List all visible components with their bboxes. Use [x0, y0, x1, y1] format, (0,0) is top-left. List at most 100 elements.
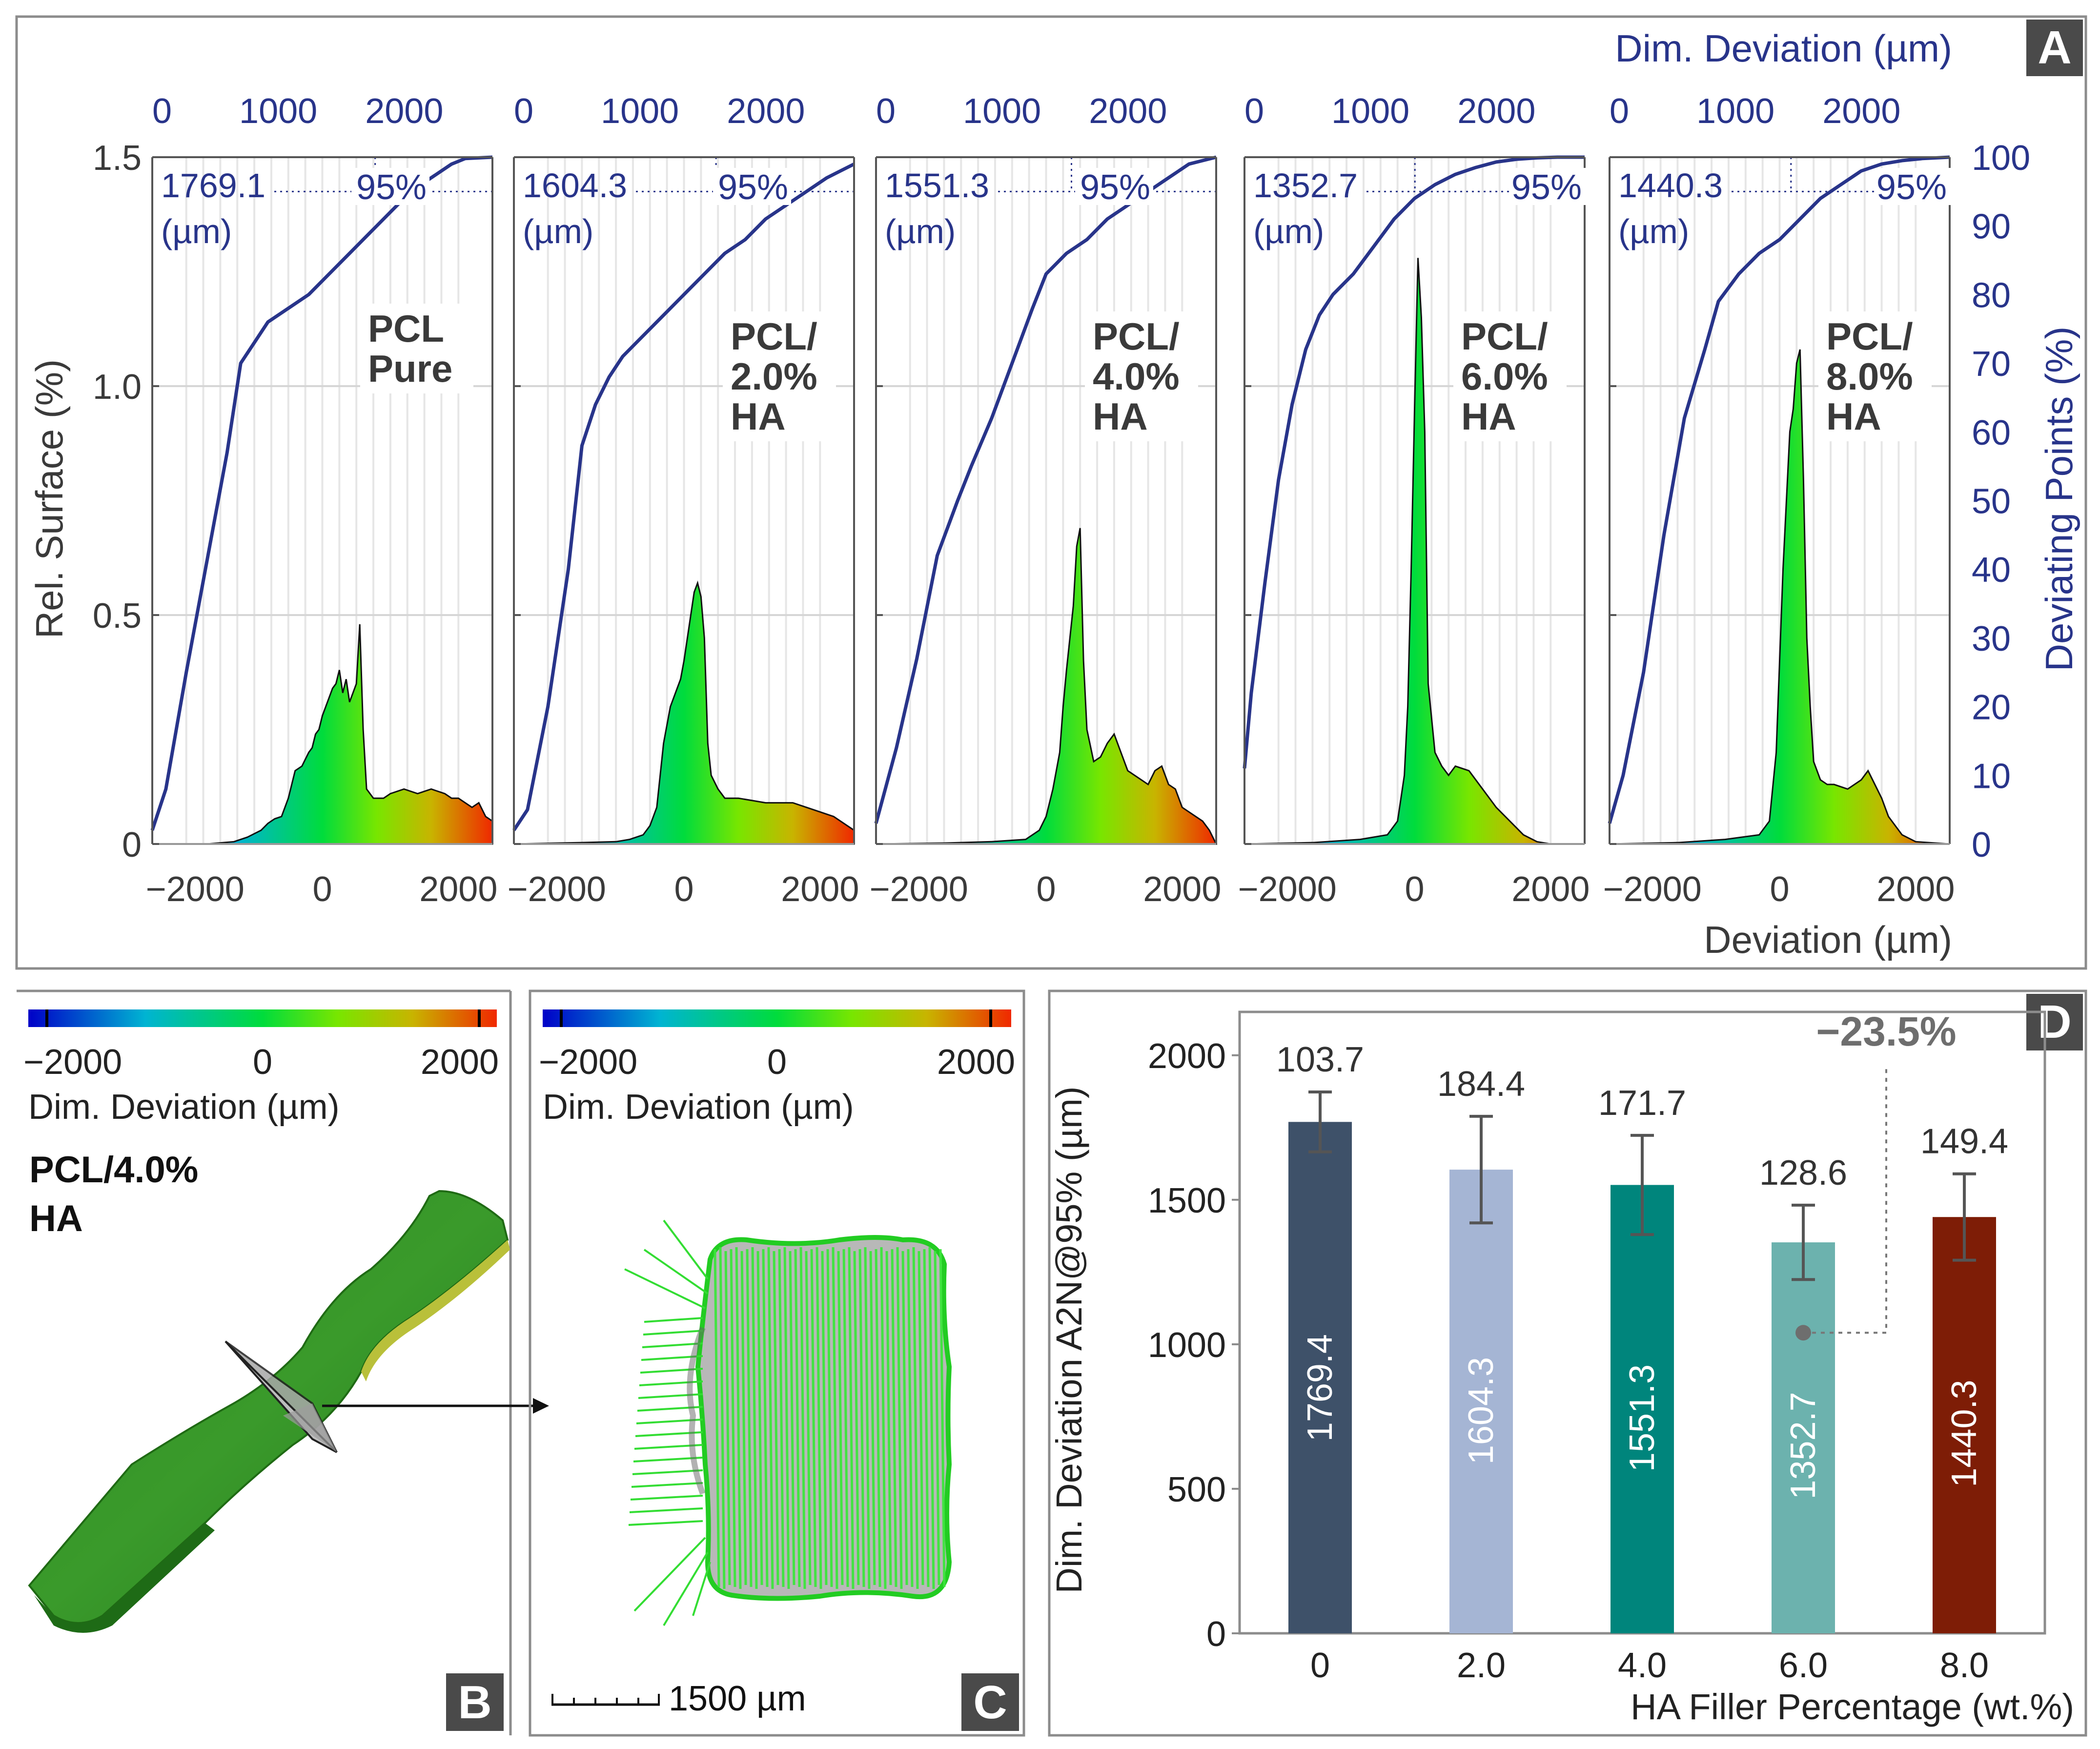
- cross-section-line: [746, 1249, 753, 1587]
- subpanel-3: 0 1000 2000 −2000 0 2000 1551.3 (µm) 95% PCL/4.0%…: [870, 92, 1222, 909]
- cross-section-line: [853, 1251, 860, 1585]
- colorbar-c-title: Dim. Deviation (µm): [543, 1088, 854, 1127]
- error-label: 103.7: [1276, 1040, 1364, 1079]
- pct-label: 95%: [1080, 168, 1150, 207]
- colorbar-b: [28, 1009, 497, 1027]
- cross-section-line: [901, 1251, 908, 1585]
- panel-d: D Dim. Deviation A2N@95% (µm) HA Filler …: [1048, 989, 2087, 1737]
- colorbar-c-tick-mid: 0: [767, 1043, 787, 1082]
- bar-y-tick-label: 2000: [1148, 1037, 1226, 1076]
- left-axis-ticks: 0 0.5 1.0 1.5: [93, 139, 142, 864]
- bottom-axis-label: Deviation (µm): [1704, 918, 1952, 961]
- cross-section-line: [912, 1247, 919, 1589]
- bar-y-tick-label: 500: [1167, 1470, 1226, 1509]
- error-label: 149.4: [1920, 1122, 2008, 1161]
- bar-value-label: 1440.3: [1945, 1380, 1984, 1487]
- deviation-whisker: [628, 1520, 703, 1526]
- cross-section-line: [821, 1251, 828, 1585]
- histogram-area: [1609, 349, 1950, 845]
- cross-section-line: [773, 1251, 779, 1585]
- bar-x-tick-label: 8.0: [1940, 1646, 1989, 1685]
- pct-label: 95%: [1511, 168, 1582, 207]
- material-label-bg: [360, 304, 473, 393]
- bottom-tick-label: −2000: [1603, 870, 1702, 909]
- bar: [1611, 1185, 1674, 1633]
- top-tick-label: 2000: [1089, 92, 1167, 131]
- top-tick-label: 0: [876, 92, 896, 131]
- panel-c-letter: C: [973, 1676, 1007, 1728]
- cross-section-line: [864, 1247, 871, 1589]
- a95-unit: (µm): [1618, 212, 1689, 250]
- deviation-whisker: [644, 1317, 703, 1323]
- right-tick-label: 100: [1972, 139, 2030, 178]
- deviation-whisker: [639, 1380, 703, 1386]
- material-label-bg: [723, 311, 836, 441]
- top-tick-label: 0: [1610, 92, 1629, 131]
- bottom-tick-label: 2000: [1511, 870, 1590, 909]
- panel-b-letter-box: [446, 1673, 504, 1731]
- top-tick-label: 1000: [601, 92, 679, 131]
- bar: [1449, 1170, 1513, 1633]
- right-tick-label: 30: [1972, 619, 2011, 658]
- bottom-tick-label: 2000: [781, 870, 859, 909]
- deviation-whisker: [631, 1482, 703, 1488]
- cross-section-line: [810, 1249, 817, 1587]
- panel-b-label-line-1: PCL/4.0%: [29, 1149, 198, 1191]
- right-tick-label: 40: [1972, 551, 2011, 590]
- cross-section-line: [730, 1249, 736, 1587]
- bar-value-label: 1604.3: [1462, 1357, 1501, 1464]
- cross-section-line: [869, 1251, 876, 1585]
- histogram-area: [1244, 258, 1585, 845]
- left-tick-label: 1.0: [93, 368, 142, 407]
- top-tick-label: 2000: [1457, 92, 1535, 131]
- pct-label: 95%: [718, 168, 788, 207]
- histogram-area: [152, 624, 493, 845]
- deviation-whisker: [642, 1342, 703, 1348]
- bar-y-axis-label: Dim. Deviation A2N@95% (µm): [1049, 1087, 1089, 1594]
- bottom-tick-label: 0: [1405, 870, 1424, 909]
- material-label-line: PCL/: [1461, 315, 1548, 358]
- right-axis-label: Deviating Points (%): [2038, 327, 2080, 672]
- cumulative-curve: [874, 155, 1217, 824]
- panel-c-frame: [529, 989, 1025, 1737]
- right-tick-label: 0: [1972, 825, 1991, 864]
- cross-section-line: [735, 1247, 742, 1589]
- bottom-tick-label: 0: [1770, 870, 1789, 909]
- left-tick-label: 1.5: [93, 139, 142, 178]
- bar-y-tick-label: 1500: [1148, 1181, 1226, 1220]
- deviation-whisker: [692, 1562, 711, 1616]
- deviation-whisker: [624, 1268, 706, 1309]
- bottom-tick-label: −2000: [508, 870, 606, 909]
- bar-x-tick-label: 6.0: [1779, 1646, 1828, 1685]
- bar-y-tick-label: 1000: [1148, 1326, 1226, 1365]
- colorbar-b-tick-max: 2000: [421, 1043, 499, 1082]
- right-tick-label: 60: [1972, 413, 2011, 453]
- top-tick-label: 1000: [239, 92, 317, 131]
- cross-section-line: [719, 1247, 726, 1589]
- a95-value: 1440.3: [1618, 166, 1723, 205]
- material-label-line: PCL/: [731, 315, 817, 358]
- material-label-bg: [1085, 311, 1198, 441]
- top-tick-label: 0: [1244, 92, 1264, 131]
- cross-section-line: [762, 1249, 769, 1587]
- cross-section-line: [767, 1247, 774, 1589]
- bottom-tick-label: −2000: [1238, 870, 1337, 909]
- colorbar-c-tick-min: −2000: [539, 1043, 637, 1082]
- right-tick-label: 20: [1972, 688, 2011, 727]
- deviation-whisker: [663, 1219, 709, 1280]
- material-label-line: PCL/: [1093, 315, 1180, 358]
- material-label-line: PCL: [368, 307, 444, 350]
- bottom-tick-label: 2000: [1876, 870, 1955, 909]
- annotation-marker: [1795, 1325, 1811, 1341]
- right-tick-label: 70: [1972, 345, 2011, 384]
- panel-d-frame: [1048, 989, 2087, 1737]
- cross-section-line: [832, 1247, 838, 1589]
- cross-section-line: [917, 1251, 924, 1585]
- cumulative-curve: [512, 162, 855, 831]
- panel-a-letter: A: [2038, 21, 2071, 74]
- right-axis-ticks: 0 10 20 30 40 50 60 70 80 90 100: [1972, 139, 2030, 864]
- pct-label: 95%: [1876, 168, 1947, 207]
- a95-value: 1769.1: [161, 166, 265, 205]
- material-label-bg: [1453, 311, 1567, 441]
